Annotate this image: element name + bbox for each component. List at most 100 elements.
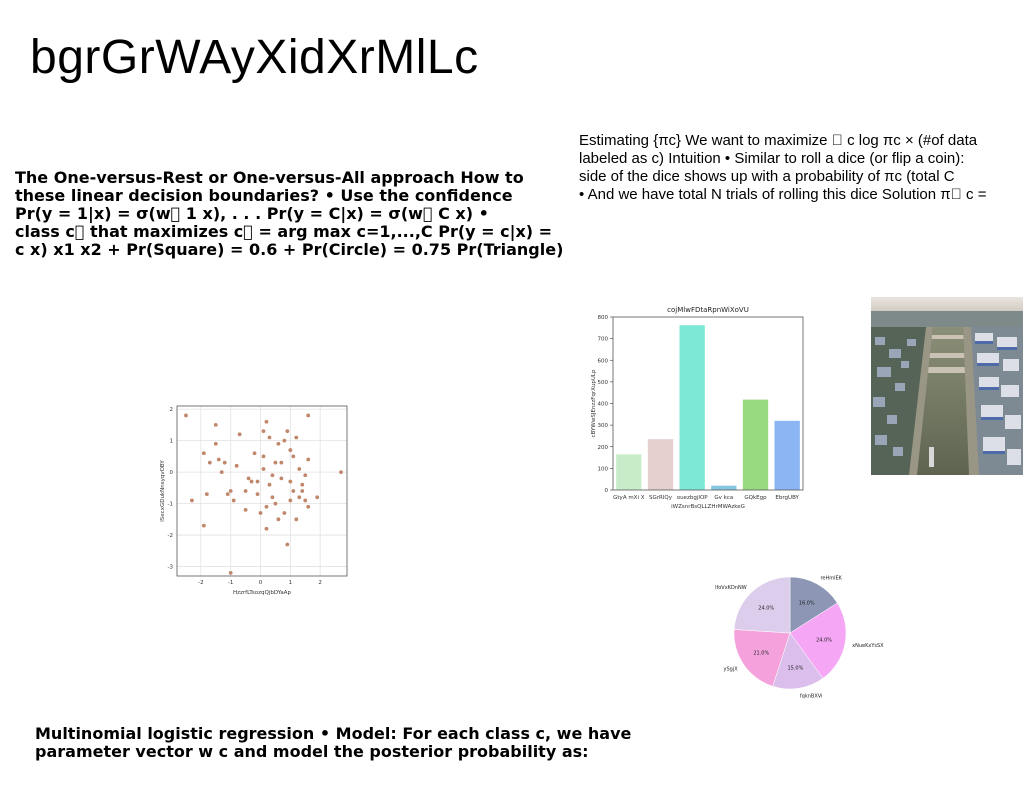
bar <box>647 439 674 490</box>
scatter-x-axis-label: HzzrfLTsozqQjbDYaAp <box>233 590 291 596</box>
bar-y-tick-label: 600 <box>598 358 609 364</box>
scatter-point <box>270 473 275 478</box>
bar <box>616 454 642 490</box>
scatter-x-tick-label: 2 <box>318 580 322 586</box>
bar-y-tick-label: 400 <box>598 402 609 408</box>
scatter-chart: -2 -1 0 1 2 -3 -2 -1 0 1 2 HzzrfLTsozqQjbDYaAp lSecx… <box>160 405 348 596</box>
bar-y-tick-label: 500 <box>598 380 609 386</box>
scatter-point <box>288 498 293 503</box>
scatter-point <box>306 413 311 418</box>
pie-slice-label: lfoVxKDnNW <box>715 585 747 591</box>
bar <box>774 420 800 490</box>
scatter-point <box>264 419 269 424</box>
multinomial-text-block: Multinomial logistic regression • Model:… <box>35 725 631 761</box>
scatter-point <box>204 492 209 497</box>
scatter-point <box>288 479 293 484</box>
scatter-y-tick-label: -2 <box>168 533 173 539</box>
estimating-text-block: Estimating {πc} We want to maximize ⃞ c … <box>579 132 1019 204</box>
pie-slice-label: xNueKxYsSX <box>852 643 884 649</box>
bar-axes-frame <box>612 316 804 491</box>
bar-y-tick-label: 800 <box>598 315 609 321</box>
scatter-point <box>246 476 251 481</box>
scatter-point <box>288 448 293 452</box>
scatter-x-tick-label: -2 <box>198 580 203 586</box>
bar-chart-title: cojMlwFDtaRpnWiXoVU <box>667 306 749 314</box>
bar-x-axis-label: iWZsnrBsQLLZHrMWAzkeG <box>671 504 745 510</box>
scatter-point <box>270 495 275 500</box>
pie-slice <box>772 632 824 690</box>
ovr-line: The One-versus-Rest or One-versus-All ap… <box>15 168 524 187</box>
scatter-point <box>213 441 218 446</box>
scatter-point <box>279 476 284 481</box>
bar-y-tick-label: 300 <box>598 423 609 429</box>
scatter-point <box>294 435 299 440</box>
estimating-line: labeled as c) Intuition • Similar to rol… <box>579 150 965 167</box>
ovr-line: class c⃞ that maximizes c⃞ = arg max c=1… <box>15 222 553 241</box>
pie-percent-label: 16.0% <box>799 601 815 607</box>
scatter-point <box>276 517 281 522</box>
scatter-y-tick-label: 1 <box>170 439 174 445</box>
scatter-point <box>213 422 218 427</box>
pie-percent-label: 15.0% <box>787 665 803 671</box>
scatter-point <box>264 504 269 509</box>
ovr-line: Pr(y = 1|x) = σ(w⃞ 1 x), . . . Pr(y = C|… <box>15 204 489 223</box>
scatter-point <box>339 470 343 475</box>
scatter-point <box>285 429 290 434</box>
scatter-point <box>225 492 230 497</box>
scatter-point <box>303 473 308 478</box>
scatter-point <box>261 454 266 459</box>
pie-slice-label: reHmlEK <box>820 576 842 582</box>
scatter-point <box>201 451 206 456</box>
scatter-point <box>264 526 269 531</box>
scatter-y-tick-label: -3 <box>168 565 174 571</box>
bar-y-tick-label: 100 <box>598 466 609 472</box>
pie-percent-label: 24.0% <box>816 638 832 644</box>
pie-slice <box>789 576 838 634</box>
bar-x-tick-label: ouezbgjIOP <box>677 495 709 501</box>
scatter-point <box>273 501 278 506</box>
river-city-photo <box>871 297 1023 475</box>
scatter-point <box>294 517 299 522</box>
scatter-point <box>243 489 248 493</box>
scatter-point <box>276 441 281 446</box>
scatter-point <box>261 467 266 471</box>
scatter-x-tick-label: 1 <box>289 580 293 586</box>
estimating-line: side of the dice shows up with a probabi… <box>579 168 955 185</box>
pie-slice-label: fqknBXVi <box>800 694 823 700</box>
scatter-point <box>279 460 284 465</box>
scatter-point <box>237 432 242 437</box>
scatter-point <box>255 479 260 484</box>
bar-x-tick-label: GtyA mXi X <box>613 495 645 501</box>
scatter-point <box>291 489 296 493</box>
scatter-point <box>285 542 290 547</box>
scatter-x-tick-label: 0 <box>259 580 263 586</box>
bar-x-tick-label: EbrgUBY <box>775 495 799 501</box>
scatter-point <box>184 413 188 418</box>
scatter-point <box>222 460 227 465</box>
multinomial-line: parameter vector w c and model the poste… <box>35 742 589 761</box>
pie-slice-label: ySgjX <box>724 667 739 673</box>
pie-percent-label: 24.0% <box>758 606 774 612</box>
pie-slice <box>733 576 791 634</box>
bar <box>711 485 737 490</box>
scatter-point <box>282 438 287 443</box>
bar-y-tick-label: 200 <box>598 445 609 451</box>
scatter-point <box>190 498 194 503</box>
scatter-point <box>303 498 308 503</box>
bar-chart: cojMlwFDtaRpnWiXoVU 0 100 200 300 400 500 600 70… <box>591 306 804 510</box>
scatter-y-tick-label: 2 <box>170 407 174 413</box>
bar-y-tick-label: 0 <box>605 488 609 494</box>
bar-y-tick-label: 700 <box>598 337 609 343</box>
scatter-point <box>273 460 278 465</box>
pie-slice <box>789 602 847 679</box>
scatter-point <box>267 482 272 487</box>
scatter-point <box>291 454 296 459</box>
scatter-y-axis-label: lSecxGDukNnsyqvOBY <box>160 460 166 522</box>
pie-slice <box>733 629 791 687</box>
scatter-point <box>306 504 311 509</box>
scatter-point <box>249 479 254 484</box>
scatter-point <box>201 523 206 528</box>
ovr-text-block: The One-versus-Rest or One-versus-All ap… <box>15 169 563 259</box>
ovr-line: c x) x1 x2 + Pr(Square) = 0.6 + Pr(Circl… <box>15 240 564 259</box>
pie-chart: 16.0% reHmlEK 24.0% xNueKxYsSX 15.0% fqknBXVi… <box>715 576 884 700</box>
